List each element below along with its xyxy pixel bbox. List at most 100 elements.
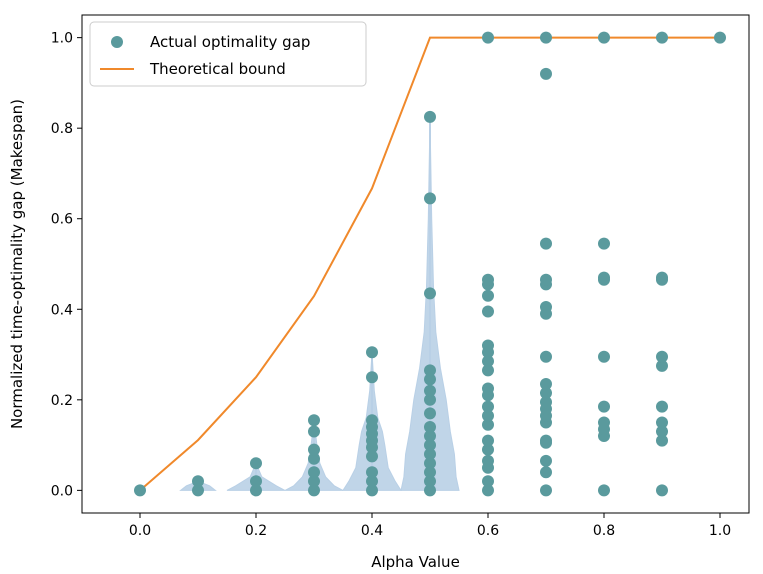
data-point-97: [656, 271, 668, 284]
data-point-26: [424, 466, 436, 479]
data-point-43: [482, 454, 494, 467]
data-point-37: [424, 287, 436, 300]
axes-layer: 0.0 0.2 0.4 0.6 0.8 1.0 0.0 0.2 0.4 0.6 0.8 1.0 Alph…: [8, 14, 750, 571]
y-tick-label-5: 1.0: [51, 31, 73, 47]
data-point-73: [540, 301, 552, 313]
data-point-30: [424, 430, 436, 442]
data-point-1: [192, 484, 204, 497]
y-tick-label-3: 0.6: [51, 212, 73, 228]
data-point-46: [482, 418, 494, 431]
plot-frame: [81, 14, 750, 514]
data-point-2: [192, 475, 204, 488]
data-point-90: [656, 434, 668, 447]
y-tick-label-1: 0.2: [51, 393, 73, 409]
data-point-77: [540, 67, 552, 80]
data-point-5: [250, 457, 262, 470]
data-point-58: [482, 273, 494, 286]
data-point-45: [482, 434, 494, 447]
data-point-4: [250, 475, 262, 488]
data-point-39: [424, 110, 436, 123]
data-point-94: [656, 359, 668, 372]
x-tick-label-2: 0.4: [361, 523, 383, 539]
data-point-87: [598, 237, 610, 250]
x-tick-label-1: 0.2: [245, 523, 267, 539]
data-point-56: [482, 289, 494, 302]
data-point-21: [366, 414, 378, 427]
data-point-14: [366, 475, 378, 488]
data-point-64: [540, 434, 552, 447]
x-tick-label-4: 0.8: [593, 523, 615, 539]
data-point-71: [540, 350, 552, 363]
data-point-32: [424, 407, 436, 420]
data-point-48: [482, 400, 494, 413]
legend-marker-scatter: [111, 36, 123, 48]
data-point-16: [366, 450, 378, 463]
data-point-54: [482, 339, 494, 352]
data-point-98: [656, 31, 668, 44]
data-point-8: [308, 466, 320, 479]
data-point-75: [540, 273, 552, 286]
legend: Actual optimality gap Theoretical bound: [89, 21, 367, 87]
data-point-3: [250, 484, 262, 497]
legend-box: [89, 21, 367, 87]
data-point-25: [424, 475, 436, 488]
data-point-44: [482, 443, 494, 456]
x-axis-label: Alpha Value: [371, 553, 460, 571]
theoretical-bound-line: [139, 36, 720, 492]
data-point-52: [482, 355, 494, 368]
data-point-9: [308, 452, 320, 465]
data-point-33: [424, 393, 436, 406]
data-point-59: [482, 31, 494, 44]
data-point-27: [424, 457, 436, 470]
data-point-36: [424, 364, 436, 377]
data-point-99: [714, 31, 726, 44]
data-point-51: [482, 364, 494, 377]
data-point-13: [366, 484, 378, 497]
data-point-0: [134, 484, 146, 497]
data-point-24: [424, 484, 436, 497]
data-point-61: [540, 466, 552, 479]
data-point-22: [366, 371, 378, 384]
data-point-88: [598, 31, 610, 44]
data-point-6: [308, 484, 320, 497]
data-point-38: [424, 192, 436, 205]
data-point-76: [540, 237, 552, 250]
y-axis-label: Normalized time-optimality gap (Makespan…: [8, 99, 26, 429]
data-point-79: [598, 484, 610, 497]
point-layer: [134, 31, 726, 497]
line-layer: [139, 36, 720, 492]
data-point-15: [366, 466, 378, 479]
x-tick-label-5: 1.0: [709, 523, 731, 539]
data-point-34: [424, 384, 436, 397]
data-point-68: [540, 396, 552, 409]
data-point-89: [656, 484, 668, 497]
data-point-50: [482, 382, 494, 395]
data-point-69: [540, 387, 552, 399]
data-point-23: [366, 346, 378, 359]
data-point-62: [540, 454, 552, 467]
data-point-40: [482, 484, 494, 497]
data-point-60: [540, 484, 552, 497]
data-point-83: [598, 400, 610, 413]
data-point-86: [598, 271, 610, 284]
data-point-41: [482, 475, 494, 488]
data-point-35: [424, 373, 436, 386]
data-point-84: [598, 350, 610, 363]
y-tick-label-0: 0.0: [51, 483, 73, 499]
data-point-93: [656, 400, 668, 413]
legend-label-scatter: Actual optimality gap: [150, 33, 310, 51]
data-point-78: [540, 31, 552, 44]
data-point-31: [424, 421, 436, 433]
data-point-7: [308, 475, 320, 488]
data-point-82: [598, 416, 610, 429]
y-tick-label-2: 0.4: [51, 302, 73, 318]
x-tick-label-3: 0.6: [477, 523, 499, 539]
data-point-47: [482, 409, 494, 422]
data-point-29: [424, 439, 436, 452]
legend-label-line: Theoretical bound: [149, 60, 286, 78]
data-point-95: [656, 350, 668, 363]
data-point-91: [656, 425, 668, 438]
x-tick-label-0: 0.0: [129, 523, 151, 539]
y-tick-label-4: 0.8: [51, 121, 73, 137]
